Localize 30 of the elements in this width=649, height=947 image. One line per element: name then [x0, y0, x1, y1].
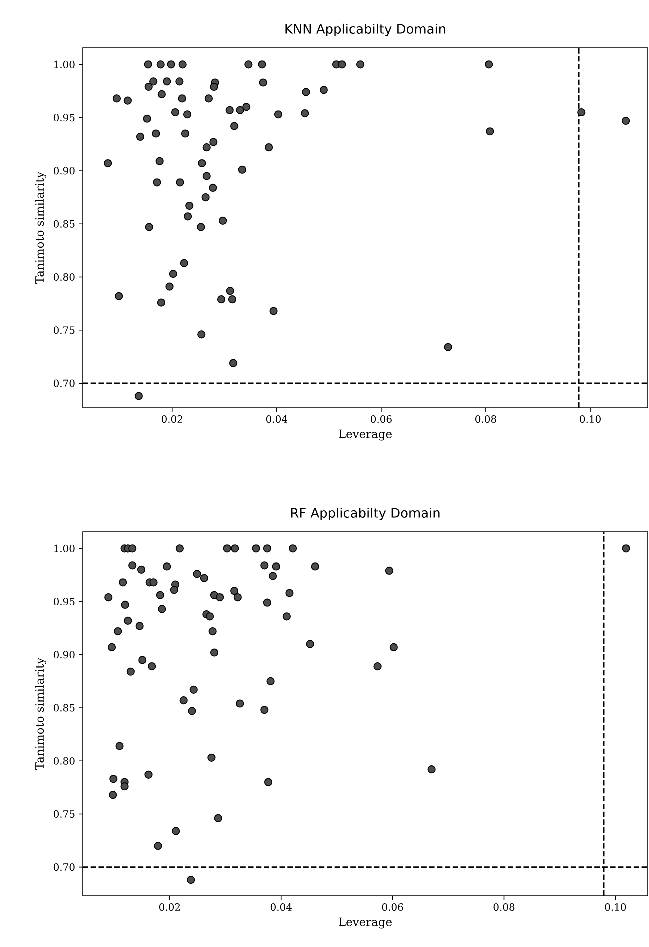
y-tick-label: 1.00: [54, 60, 75, 68]
x-tick-label: 0.06: [371, 416, 392, 424]
x-axis-title: Leverage: [339, 918, 392, 929]
x-tick-label: 0.06: [382, 904, 404, 912]
x-tick-label: 0.08: [494, 904, 515, 912]
y-tick-label: 1.00: [54, 544, 75, 552]
x-tick-label: 0.10: [605, 904, 626, 912]
y-tick-label: 0.75: [54, 810, 75, 818]
x-tick-label: 0.10: [580, 416, 601, 424]
x-tick-label: 0.02: [159, 904, 180, 912]
y-tick-label: 0.95: [54, 114, 75, 122]
y-tick-label: 0.70: [54, 380, 75, 388]
chart-title: KNN Applicabilty Domain: [286, 24, 446, 36]
y-tick-label: 0.80: [54, 757, 75, 765]
y-tick-label: 0.85: [54, 704, 75, 712]
x-tick-label: 0.04: [270, 904, 292, 912]
y-tick-label: 0.75: [54, 326, 75, 334]
y-tick-label: 0.80: [54, 273, 75, 282]
y-tick-label: 0.90: [54, 651, 75, 659]
y-tick-label: 0.95: [54, 598, 75, 606]
x-tick-label: 0.04: [266, 416, 288, 424]
x-tick-label: 0.08: [476, 416, 496, 424]
y-tick-label: 0.85: [54, 220, 75, 228]
y-axis-title: Tanimoto similarity: [35, 172, 46, 284]
chart-title: RF Applicabilty Domain: [291, 508, 440, 520]
y-axis-title: Tanimoto similarity: [35, 658, 46, 770]
y-tick-label: 0.90: [54, 167, 75, 175]
x-axis-title: Leverage: [339, 430, 392, 441]
y-tick-label: 0.70: [54, 864, 75, 872]
x-tick-label: 0.02: [162, 416, 182, 424]
